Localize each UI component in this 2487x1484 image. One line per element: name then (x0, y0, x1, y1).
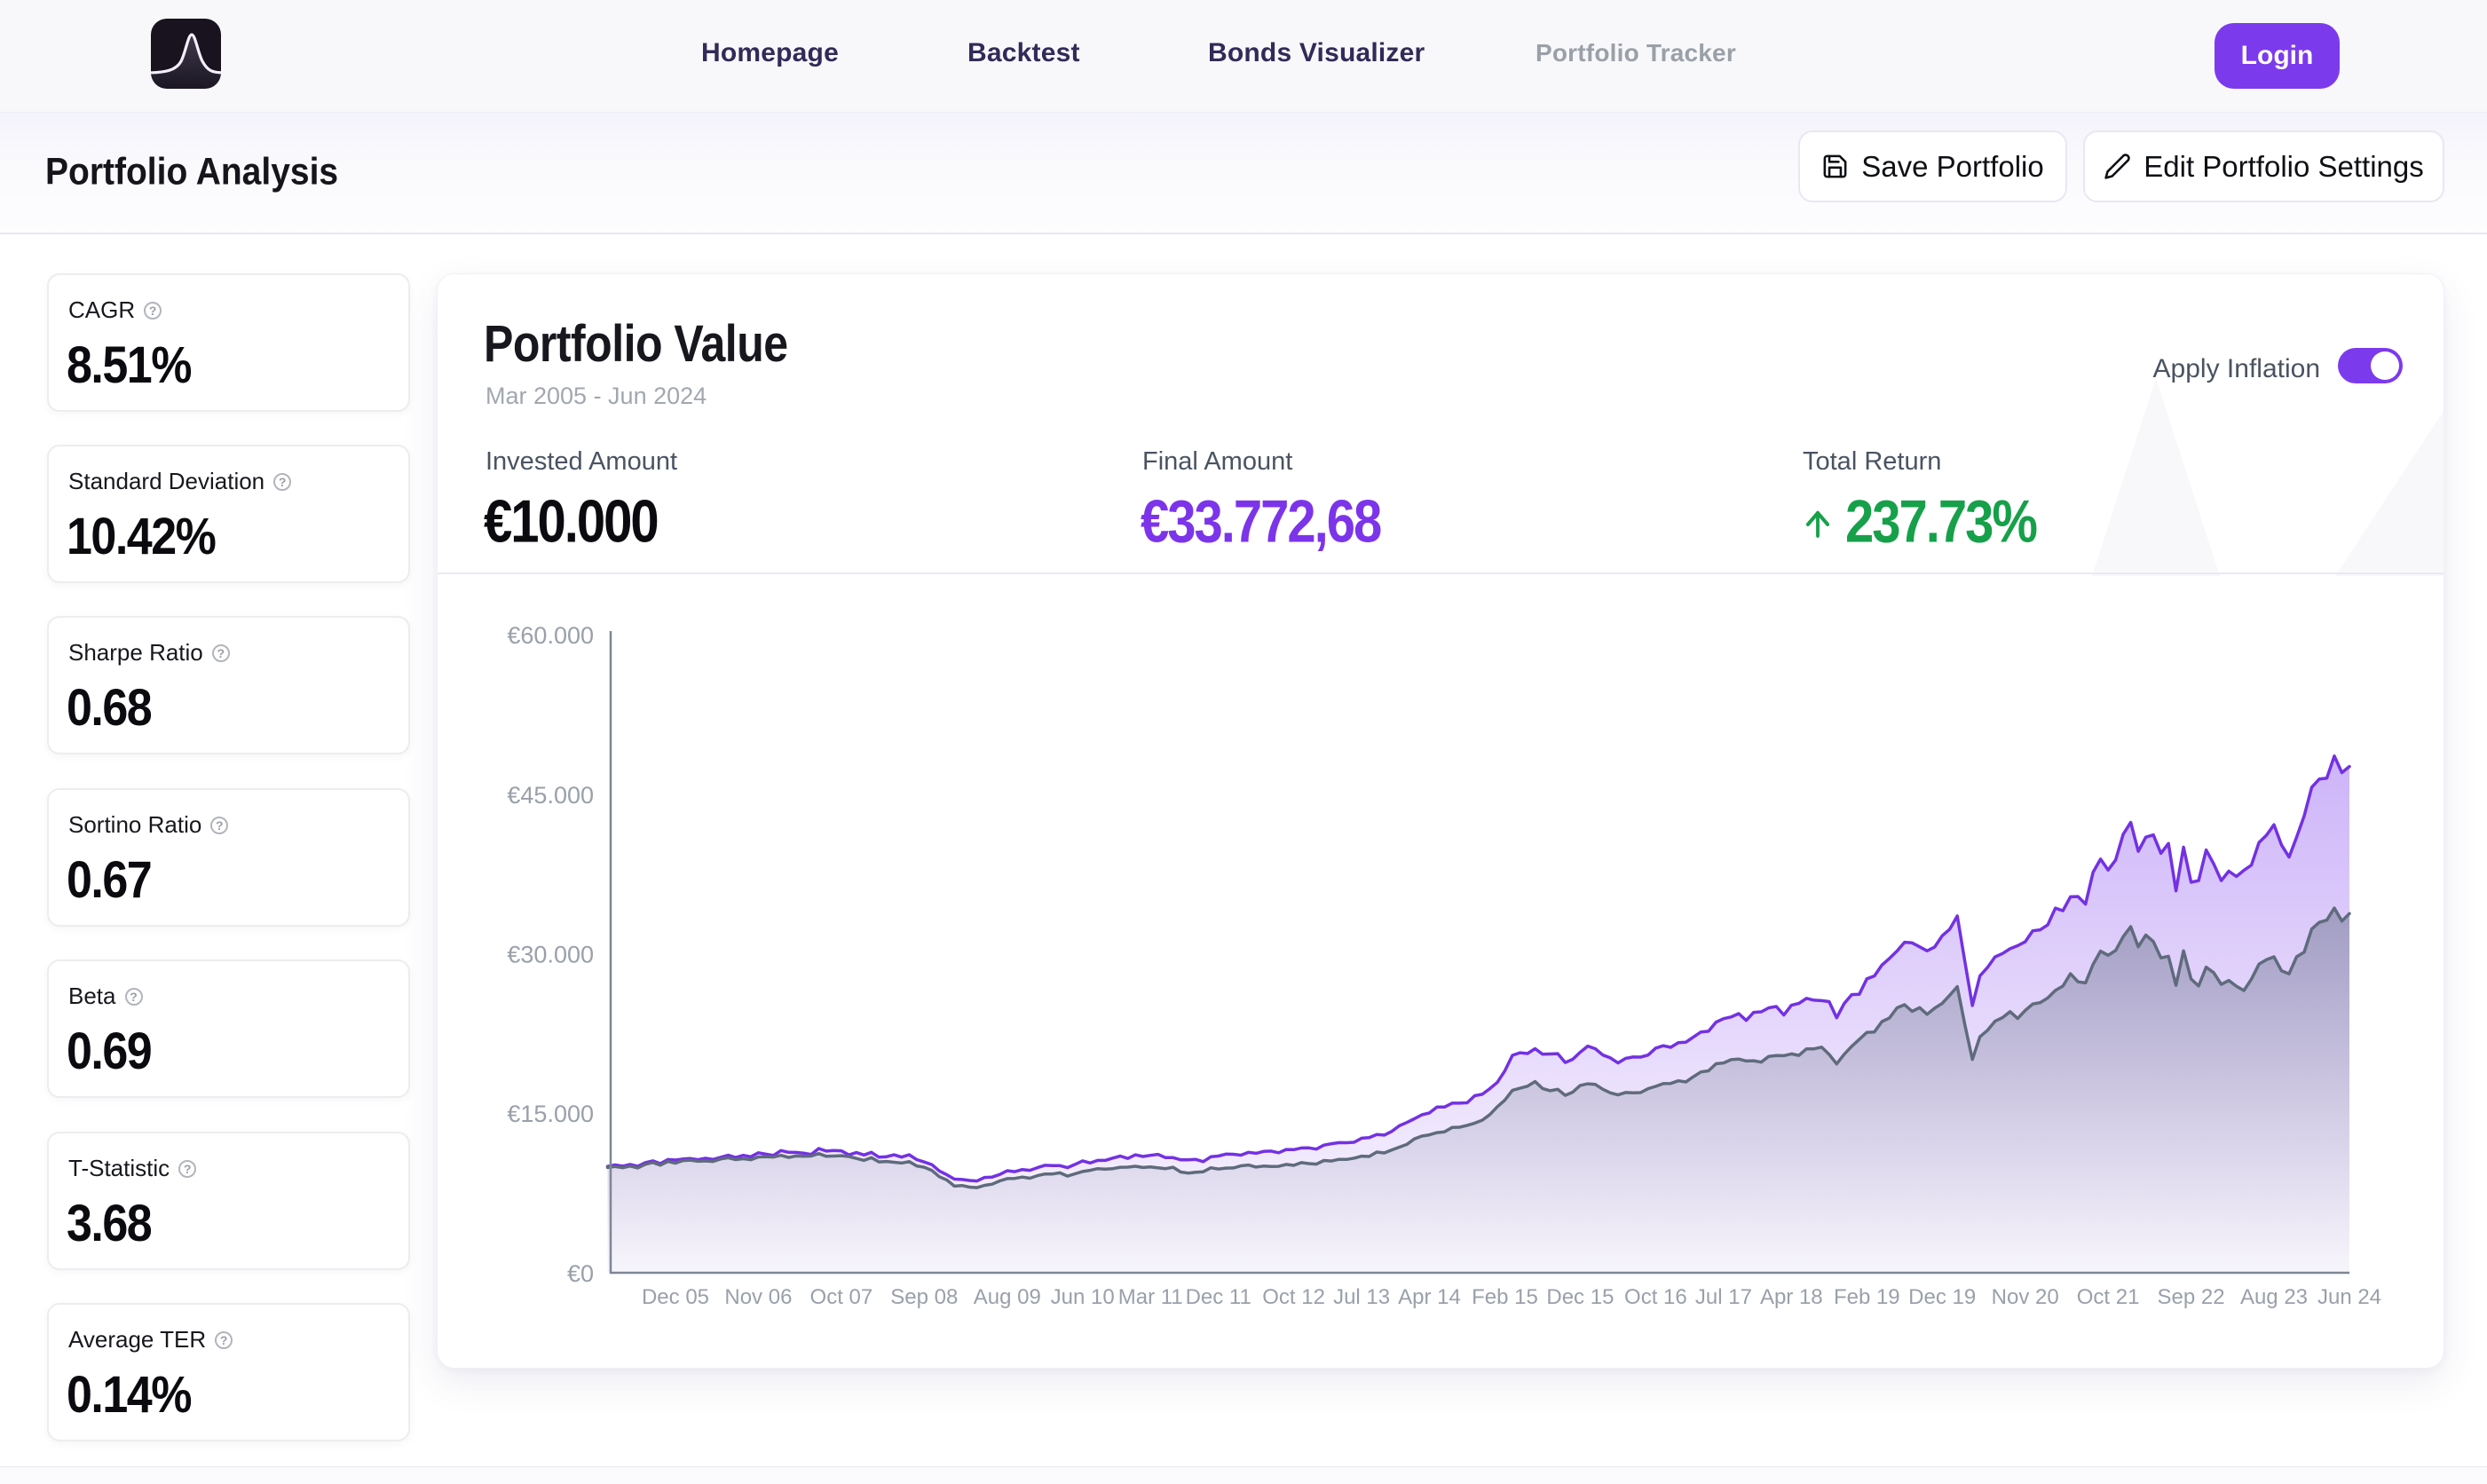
svg-text:Nov 20: Nov 20 (1992, 1285, 2059, 1309)
svg-text:Oct 12: Oct 12 (1262, 1285, 1325, 1309)
svg-text:€15.000: €15.000 (507, 1101, 594, 1127)
svg-text:Mar 11: Mar 11 (1118, 1285, 1183, 1309)
svg-text:€60.000: €60.000 (507, 622, 594, 649)
svg-text:Apr 14: Apr 14 (1398, 1285, 1461, 1309)
svg-text:Aug 23: Aug 23 (2240, 1285, 2308, 1309)
svg-text:Dec 19: Dec 19 (1908, 1285, 1976, 1309)
svg-text:Jul 17: Jul 17 (1695, 1285, 1752, 1309)
svg-text:Sep 08: Sep 08 (890, 1285, 958, 1309)
svg-text:Feb 15: Feb 15 (1472, 1285, 1538, 1309)
svg-text:€45.000: €45.000 (507, 782, 594, 809)
svg-text:Aug 09: Aug 09 (974, 1285, 1041, 1309)
svg-text:€30.000: €30.000 (507, 942, 594, 968)
svg-text:€0: €0 (567, 1260, 594, 1287)
svg-text:Oct 21: Oct 21 (2077, 1285, 2140, 1309)
svg-text:Apr 18: Apr 18 (1760, 1285, 1823, 1309)
svg-text:Oct 07: Oct 07 (810, 1285, 873, 1309)
svg-text:Dec 11: Dec 11 (1186, 1285, 1251, 1309)
svg-text:Sep 22: Sep 22 (2158, 1285, 2225, 1309)
svg-text:Feb 19: Feb 19 (1834, 1285, 1900, 1309)
svg-text:Oct 16: Oct 16 (1624, 1285, 1687, 1309)
svg-text:Jul 13: Jul 13 (1333, 1285, 1390, 1309)
svg-text:Dec 05: Dec 05 (642, 1285, 709, 1309)
svg-text:Dec 15: Dec 15 (1546, 1285, 1614, 1309)
svg-text:Nov 06: Nov 06 (724, 1285, 792, 1309)
svg-text:Jun 10: Jun 10 (1051, 1285, 1115, 1309)
svg-text:Jun 24: Jun 24 (2317, 1285, 2381, 1309)
